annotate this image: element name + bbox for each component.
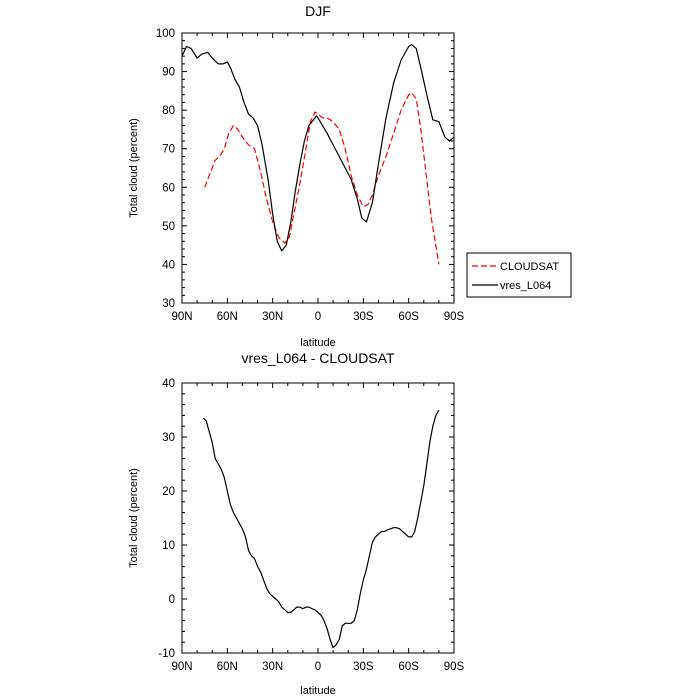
bottom-y-tick-label: 10 bbox=[162, 540, 175, 552]
top-series-group bbox=[181, 43, 455, 265]
top-y-axis-label: Total cloud (percent) bbox=[128, 118, 140, 218]
top-x-tick-label: 90S bbox=[444, 311, 465, 323]
top-y-tick-label: 90 bbox=[162, 67, 175, 79]
legend-label-cloudsat: CLOUDSAT bbox=[500, 261, 559, 273]
bottom-y-tick-label: 20 bbox=[162, 486, 175, 498]
legend-label-vres: vres_L064 bbox=[500, 280, 551, 292]
top-x-axis-label: latitude bbox=[300, 337, 335, 349]
top-y-tick-label: 70 bbox=[162, 144, 175, 156]
legend-box bbox=[466, 252, 572, 298]
top-y-tick-label: 40 bbox=[162, 259, 175, 271]
bottom-y-tick-label: 40 bbox=[162, 378, 175, 390]
top-x-tick-label: 0 bbox=[315, 311, 321, 323]
top-x-tick-label: 90N bbox=[171, 311, 192, 323]
bottom-x-tick-label: 30S bbox=[353, 661, 374, 673]
top-panel: DJF latitude Total cloud (percent) 90N 60… bbox=[128, 3, 465, 349]
top-series-line-cloudsat bbox=[204, 92, 440, 265]
bottom-plot-frame bbox=[181, 382, 455, 654]
top-y-tick-label: 50 bbox=[162, 221, 175, 233]
top-y-tick-label: 30 bbox=[162, 298, 175, 310]
top-chart-title: DJF bbox=[305, 3, 331, 19]
bottom-x-tick-label: 60S bbox=[398, 661, 419, 673]
bottom-series-line-vres-l064-cloudsat bbox=[202, 409, 440, 649]
bottom-x-tick-label: 60N bbox=[217, 661, 238, 673]
bottom-x-axis-label: latitude bbox=[300, 685, 335, 697]
bottom-series-group bbox=[202, 409, 440, 649]
top-x-tick-label: 30N bbox=[262, 311, 283, 323]
top-y-tick-label: 80 bbox=[162, 105, 175, 117]
top-plot-frame bbox=[181, 32, 455, 304]
legend: CLOUDSAT vres_L064 bbox=[466, 252, 572, 298]
top-series-line-vres-l064 bbox=[181, 43, 455, 252]
top-x-tick-label: 60N bbox=[217, 311, 238, 323]
bottom-y-tick-label: 0 bbox=[169, 594, 175, 606]
bottom-axis-ticks: 90N 60N 30N 0 30S 60S 90S -10 0 10 20 30 40 bbox=[158, 378, 464, 673]
bottom-x-tick-label: 90N bbox=[171, 661, 192, 673]
bottom-x-tick-label: 30N bbox=[262, 661, 283, 673]
top-y-tick-label: 100 bbox=[156, 28, 175, 40]
bottom-x-tick-label: 90S bbox=[444, 661, 465, 673]
bottom-x-tick-label: 0 bbox=[315, 661, 321, 673]
bottom-y-axis-label: Total cloud (percent) bbox=[128, 468, 140, 568]
bottom-chart-title: vres_L064 - CLOUDSAT bbox=[241, 350, 394, 366]
bottom-y-tick-label: -10 bbox=[158, 648, 175, 660]
top-y-tick-label: 60 bbox=[162, 182, 175, 194]
top-x-tick-label: 30S bbox=[353, 311, 374, 323]
bottom-panel: vres_L064 - CLOUDSAT latitude Total clou… bbox=[128, 350, 465, 697]
top-x-tick-label: 60S bbox=[398, 311, 419, 323]
top-axis-ticks: 90N 60N 30N 0 30S 60S 90S 30 40 50 60 70 80 90 100 bbox=[156, 28, 465, 323]
bottom-y-tick-label: 30 bbox=[162, 432, 175, 444]
